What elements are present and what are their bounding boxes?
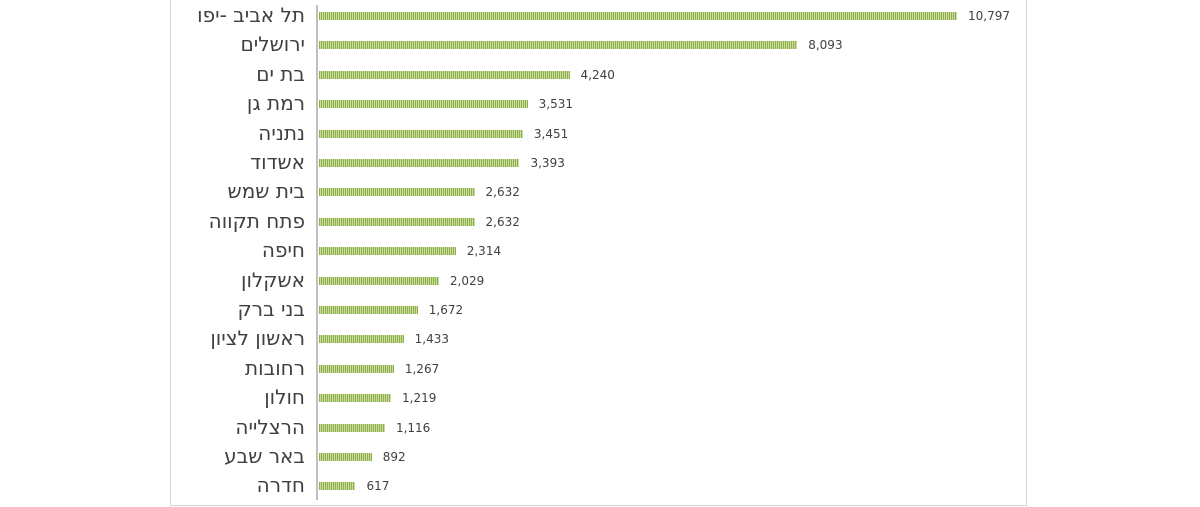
bar bbox=[319, 217, 475, 226]
category-label: אשדוד bbox=[250, 150, 305, 174]
data-label: 617 bbox=[366, 479, 390, 494]
data-label: 2,632 bbox=[485, 214, 520, 229]
data-label: 1,116 bbox=[395, 420, 431, 435]
data-label: 3,393 bbox=[530, 156, 565, 170]
data-label: 8,093 bbox=[808, 38, 843, 53]
data-label: 1,267 bbox=[404, 361, 440, 376]
category-label: בית שמש bbox=[227, 179, 305, 204]
bar bbox=[319, 159, 520, 167]
bar bbox=[319, 364, 394, 373]
data-label: 2,632 bbox=[485, 185, 520, 200]
bar bbox=[319, 335, 404, 344]
data-label: 4,240 bbox=[580, 67, 615, 82]
data-label: 3,531 bbox=[538, 97, 573, 112]
data-label: 892 bbox=[382, 450, 406, 464]
bar bbox=[319, 276, 439, 285]
data-label: 1,433 bbox=[414, 332, 450, 347]
bar bbox=[319, 100, 528, 109]
bar bbox=[319, 70, 570, 79]
bar bbox=[319, 188, 475, 197]
data-label: 1,219 bbox=[402, 391, 437, 406]
data-label: 3,451 bbox=[533, 126, 569, 141]
category-label: חיפה bbox=[261, 238, 305, 263]
category-label: בת ים bbox=[256, 61, 305, 86]
category-label: ראשון לציון bbox=[210, 326, 305, 351]
data-label: 2,314 bbox=[466, 244, 502, 259]
data-label: 10,797 bbox=[968, 9, 1010, 23]
bar bbox=[319, 482, 356, 491]
bar bbox=[319, 394, 392, 403]
category-label: פתח תקווה bbox=[208, 208, 305, 233]
bar bbox=[319, 41, 798, 50]
category-label: באר שבע bbox=[224, 444, 305, 468]
category-label: בני ברק bbox=[237, 297, 305, 321]
category-label: רחובות bbox=[245, 355, 305, 380]
category-label: רמת גן bbox=[246, 91, 305, 116]
category-label: אשקלון bbox=[241, 267, 305, 292]
bar bbox=[319, 453, 372, 461]
category-label: הרצלייה bbox=[235, 414, 305, 439]
category-label: נתניה bbox=[258, 120, 305, 145]
category-label: חדרה bbox=[256, 473, 305, 498]
category-label: תל אביב -יפו bbox=[197, 3, 305, 27]
data-label: 1,672 bbox=[428, 303, 464, 317]
bar bbox=[319, 12, 957, 20]
bar bbox=[319, 247, 456, 256]
category-axis-line bbox=[316, 5, 318, 500]
category-label: ירושלים bbox=[240, 32, 306, 57]
bar bbox=[319, 306, 418, 314]
category-label: חולון bbox=[264, 385, 305, 410]
bar bbox=[319, 423, 385, 432]
chart-frame bbox=[170, 0, 1027, 506]
bar bbox=[319, 129, 523, 138]
data-label: 2,029 bbox=[449, 273, 485, 288]
